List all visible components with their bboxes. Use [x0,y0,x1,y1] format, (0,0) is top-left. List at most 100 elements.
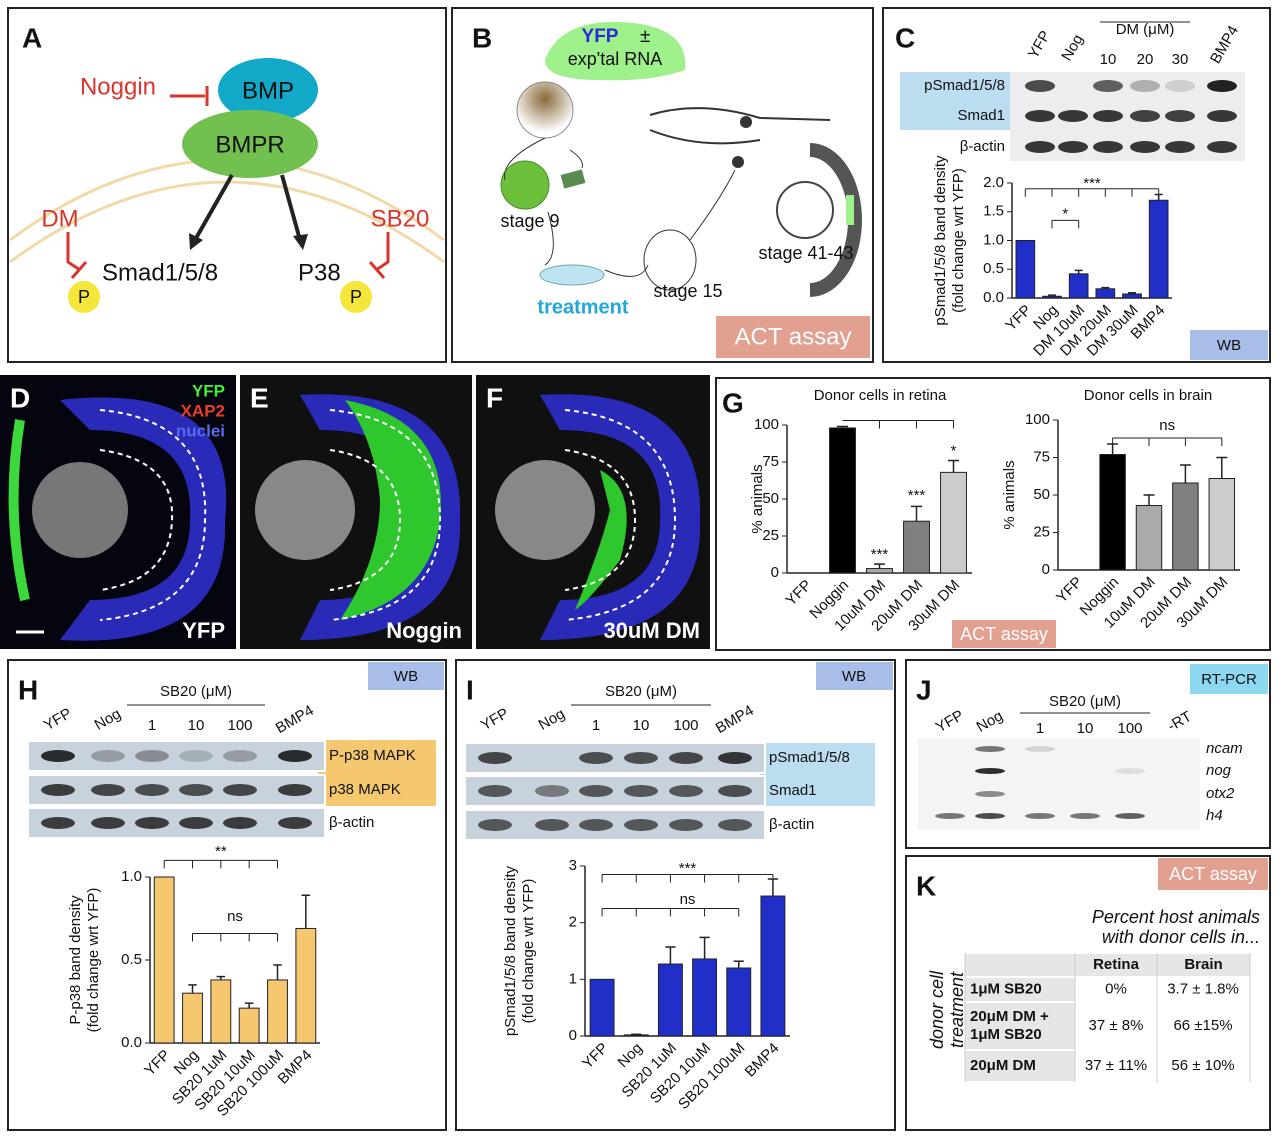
cell: 0% [1105,980,1127,997]
label: Noggin [80,73,156,100]
y-axis-label: (fold change wrt YFP) [950,168,967,313]
side-label: treatment [947,971,967,1048]
y-tick-label: 1.0 [983,231,1004,248]
label: P [78,287,90,307]
lane-label: Nog [92,705,124,733]
row-label: Smad1 [957,107,1005,124]
panel-label: K [916,870,936,901]
blot-row [464,742,766,774]
lane-label: YFP [933,707,967,736]
y-tick-label: 2 [569,914,577,931]
panel-label: D [10,382,30,413]
bar [940,471,967,574]
band [975,791,1005,797]
y-tick-label: 25 [762,527,779,544]
bar [153,876,175,1044]
panel-c [882,7,1271,363]
bar [829,427,856,574]
band [535,785,569,797]
band [624,819,658,831]
band [478,785,512,797]
band [579,785,613,797]
bar [1122,293,1142,299]
row-header: 20μM DM + [970,1008,1049,1025]
label: ± [640,26,650,47]
legend: YFP [192,381,225,400]
band [975,768,1005,774]
pathway-diagram [9,58,445,313]
table-col [965,977,1075,1082]
band [478,819,512,831]
y-tick-label: 0.0 [121,1034,142,1051]
blot-row [27,740,326,772]
label: Smad1/5/8 [102,259,218,286]
band [135,817,169,829]
bar [1015,240,1036,299]
tag-bg [952,620,1056,648]
lane-label: 1 [1036,720,1044,737]
blot-row [27,807,326,839]
gene-label: h4 [1206,807,1223,824]
label: exp'tal RNA [568,49,662,69]
annotation: ** [215,843,227,860]
annotation: * [1062,206,1068,223]
lane-label: SB20 (μM) [1049,693,1121,710]
tag-bg [368,662,444,690]
band [1025,813,1055,819]
row-label: β-actin [960,138,1005,155]
panel-label: I [466,674,474,705]
band [41,750,75,762]
lane-label: YFP [1025,28,1054,62]
annotation: ns [1159,417,1175,434]
bar [866,568,893,574]
annotation: * [951,443,957,460]
chart-title: Donor cells in brain [1084,387,1212,404]
band [223,784,257,796]
lane-label: 100 [673,717,698,734]
band [624,752,658,764]
band [1130,110,1160,122]
y-axis-label: (fold change wrt YFP) [520,879,537,1024]
band [1207,110,1237,122]
bar [210,979,232,1044]
blot-row [27,774,326,806]
y-tick-label: 0 [1042,561,1050,578]
panel-b [451,7,874,363]
band [41,784,75,796]
tag: WB [842,668,866,685]
band [91,750,125,762]
y-tick-label: 50 [1033,486,1050,503]
lane-label: Nog [536,705,568,733]
label: DM [41,205,78,232]
band [278,817,312,829]
band [975,746,1005,752]
cell: 56 ± 10% [1171,1057,1234,1074]
blot-row [464,809,766,841]
y-tick-label: 0.5 [121,951,142,968]
band [718,819,752,831]
y-tick-label: 75 [762,453,779,470]
label: stage 41-43 [758,243,853,263]
row-label: β-actin [329,814,374,831]
panel-a [7,7,447,363]
label-bg [318,740,436,806]
x-tick-label: YFP [1053,574,1086,607]
bar [903,520,930,574]
legend: XAP2 [181,401,225,420]
panel-label: F [486,382,503,413]
y-axis-label: (fold change wrt YFP) [85,888,102,1033]
row-header: 1μM SB20 [970,980,1042,997]
tag-bg [1158,858,1268,890]
band [669,752,703,764]
cell: 37 ± 8% [1089,1017,1144,1034]
panel-label: C [895,22,915,53]
x-tick-label: YFP [782,577,815,610]
band [975,813,1005,819]
heading: with donor cells in... [1102,927,1260,947]
y-tick-label: 25 [1033,523,1050,540]
lane-label: BMP4 [713,702,757,737]
band [1207,141,1237,153]
band [1093,141,1123,153]
y-tick-label: 50 [762,490,779,507]
